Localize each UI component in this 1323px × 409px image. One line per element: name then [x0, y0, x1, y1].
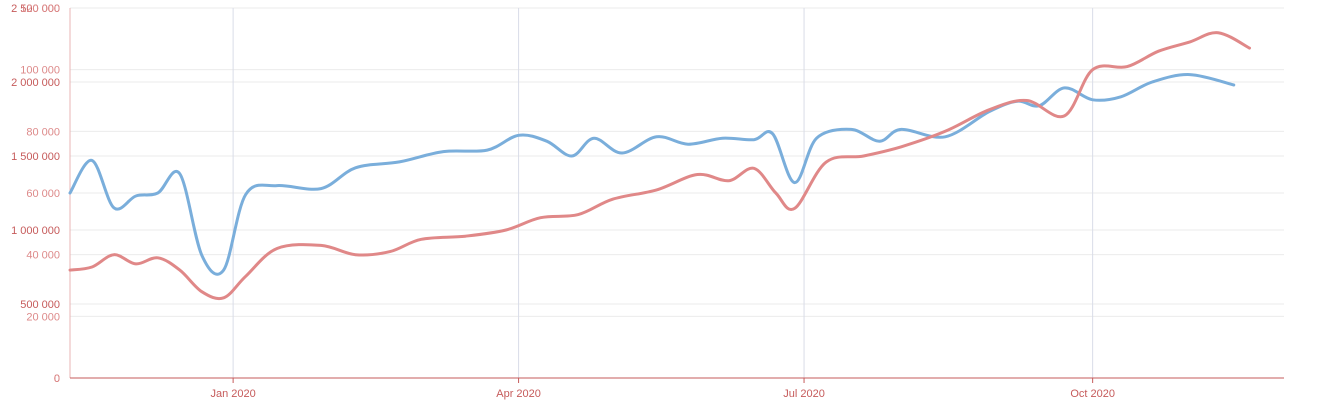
- y-tick-label-blue: 1 000 000: [11, 225, 60, 237]
- y-tick-label-red: 40 000: [26, 250, 60, 262]
- x-tick-label: Jul 2020: [783, 388, 825, 400]
- series-line-blue: [68, 73, 1236, 276]
- y-tick-label-red: 60 000: [26, 188, 60, 200]
- x-tick-label: Apr 2020: [496, 388, 541, 400]
- y-tick-label-red: 80 000: [26, 126, 60, 138]
- y-tick-label-blue: 2 000 000: [11, 77, 60, 89]
- grid: [70, 7, 1284, 379]
- x-axis: Jan 2020 Apr 2020 Jul 2020 Oct 2020: [69, 8, 1284, 400]
- series-lines: [68, 31, 1251, 301]
- y-tick-label-red: 100 000: [20, 65, 60, 77]
- y-tick-label-blue: 1 500 000: [11, 151, 60, 163]
- left-axes: 0 500 000 1 000 000 1 500 000 2 000 000 2 500…: [11, 3, 60, 385]
- y-tick-label-red: 20 000: [26, 311, 60, 323]
- y-tick-label-red: 120 000: [20, 3, 60, 15]
- y-tick-label-blue: 500 000: [20, 299, 60, 311]
- x-tick-label: Oct 2020: [1070, 388, 1115, 400]
- y-tick-label-red: 0: [54, 373, 60, 385]
- y-tick-label-blue: 0: [54, 373, 60, 385]
- y-tick-label-blue: 2 500 000: [11, 3, 60, 15]
- x-tick-label: Jan 2020: [210, 388, 255, 400]
- series-line-red: [68, 31, 1251, 301]
